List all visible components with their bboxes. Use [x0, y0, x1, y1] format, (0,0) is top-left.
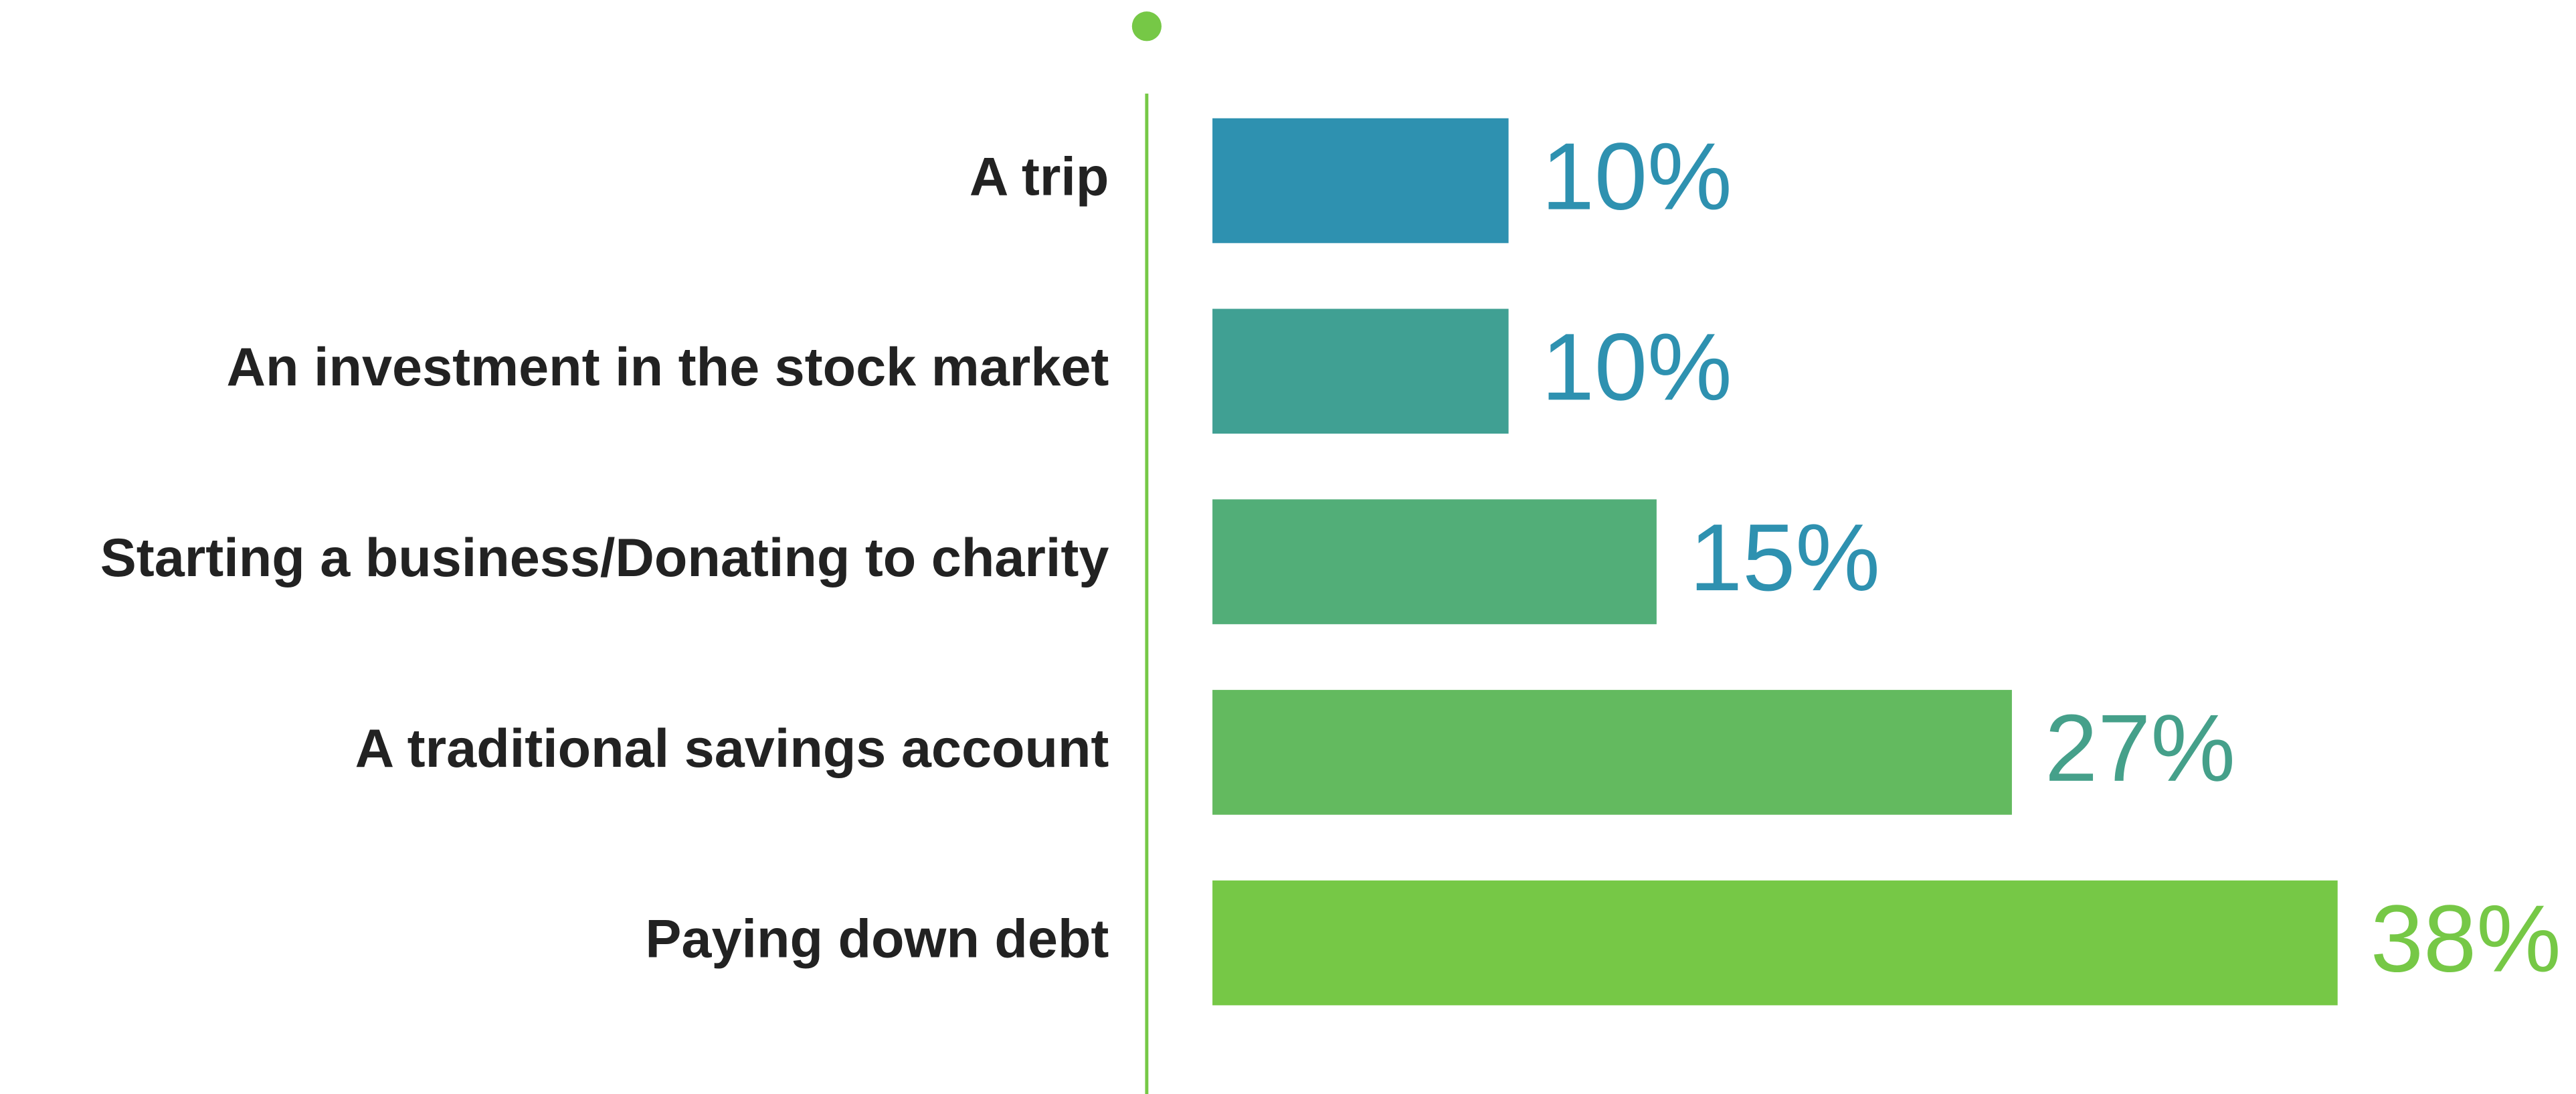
value-label: 10%	[1542, 124, 1732, 230]
category-label: An investment in the stock market	[227, 337, 1109, 397]
category-label: A traditional savings account	[355, 719, 1109, 779]
axis-dot	[1131, 11, 1162, 41]
value-label: 27%	[2045, 695, 2235, 802]
value-label: 15%	[1689, 505, 1880, 611]
value-label: 38%	[2371, 886, 2561, 992]
bar	[1212, 880, 2338, 1006]
category-label: Starting a business/Donating to charity	[100, 528, 1109, 588]
category-label: A trip	[970, 147, 1109, 207]
category-label: Paying down debt	[645, 909, 1109, 970]
bar	[1212, 499, 1657, 624]
value-label: 10%	[1542, 314, 1732, 420]
bar	[1212, 118, 1509, 244]
bar	[1212, 308, 1509, 434]
bar	[1212, 690, 2012, 815]
